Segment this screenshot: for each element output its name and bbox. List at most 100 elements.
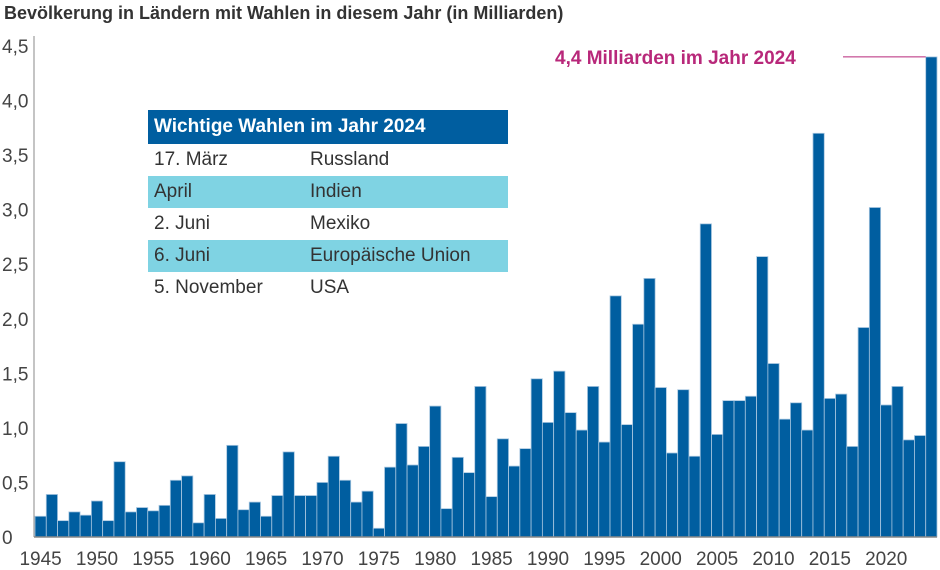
bar-1967 — [282, 451, 295, 538]
x-tick-label: 2020 — [865, 549, 907, 570]
bar-1992 — [564, 412, 577, 538]
bar-2003 — [688, 455, 701, 538]
y-tick-label: 2,5 — [2, 255, 28, 276]
bar-1953 — [124, 511, 137, 538]
date-cell: 17. März — [154, 149, 228, 170]
table-row: 2. Juni Mexiko — [148, 208, 508, 240]
bar-1960 — [203, 494, 216, 538]
bar-1954 — [136, 507, 149, 538]
table-row: 5. November USA — [148, 272, 508, 304]
bar-2024 — [925, 56, 938, 538]
bar-2023 — [914, 435, 927, 538]
bar-1986 — [496, 438, 509, 538]
bar-2002 — [677, 389, 690, 538]
x-tick-label: 1965 — [245, 549, 287, 570]
chart-title: Bevölkerung in Ländern mit Wahlen in die… — [4, 3, 564, 23]
date-cell: 2. Juni — [154, 213, 210, 234]
bar-1987 — [508, 465, 521, 538]
bar-2008 — [744, 395, 758, 538]
x-tick-label: 1960 — [189, 549, 231, 570]
table-row: 6. Juni Europäische Union — [148, 240, 508, 272]
country-cell: Indien — [310, 181, 362, 202]
country-cell: Europäische Union — [310, 245, 471, 266]
bar-1980 — [429, 405, 442, 538]
y-tick-label: 1,0 — [2, 419, 28, 440]
bar-2010 — [767, 363, 780, 538]
bar-1956 — [158, 504, 171, 538]
y-tick-label: 0,5 — [2, 473, 28, 494]
x-tick-label: 1990 — [527, 549, 569, 570]
x-tick-label: 1975 — [358, 549, 400, 570]
bar-1947 — [57, 520, 70, 538]
table-row: 17. März Russland — [148, 144, 508, 176]
y-tick-label: 4,5 — [2, 37, 28, 58]
bar-1981 — [440, 508, 453, 538]
country-cell: Russland — [310, 149, 390, 170]
country-cell: USA — [310, 277, 350, 298]
x-tick-label: 1945 — [19, 549, 61, 570]
x-tick-label: 2015 — [809, 549, 851, 570]
bar-1951 — [102, 520, 115, 538]
x-tick-label: 1970 — [301, 549, 343, 570]
bar-2021 — [891, 386, 904, 538]
bar-1972 — [339, 479, 352, 538]
bar-1963 — [237, 509, 250, 538]
x-tick-label: 2010 — [752, 549, 794, 570]
bar-2019 — [868, 207, 882, 538]
bar-1983 — [463, 472, 476, 538]
bar-2017 — [846, 446, 859, 538]
bar-1949 — [79, 514, 92, 538]
elections-table: Wichtige Wahlen im Jahr 2024 17. März Rus… — [148, 110, 508, 304]
bar-1973 — [350, 501, 363, 538]
bar-2012 — [790, 402, 803, 538]
bar-1975 — [372, 527, 385, 538]
bar-1961 — [214, 518, 228, 538]
bar-1971 — [327, 455, 340, 538]
bar-1966 — [271, 495, 284, 538]
bar-2014 — [812, 132, 825, 538]
y-tick-label: 2,0 — [2, 310, 28, 331]
bar-1969 — [305, 495, 318, 538]
bar-2011 — [778, 418, 791, 538]
date-cell: 5. November — [154, 277, 263, 298]
bar-2001 — [666, 452, 679, 538]
bar-1955 — [147, 510, 160, 538]
bar-2016 — [835, 393, 848, 538]
date-cell: April — [154, 181, 193, 202]
bar-1982 — [451, 456, 464, 538]
bar-1994 — [587, 386, 600, 538]
bar-2020 — [880, 404, 893, 538]
annotation-2024: 4,4 Milliarden im Jahr 2024 — [555, 48, 796, 69]
bar-1957 — [169, 479, 182, 538]
bar-1965 — [260, 515, 273, 538]
bar-2015 — [823, 398, 836, 538]
bar-1946 — [45, 494, 58, 538]
y-tick-label: 4,0 — [2, 92, 28, 113]
y-tick-label: 0 — [2, 528, 13, 549]
bar-1993 — [575, 429, 588, 538]
bar-2022 — [902, 439, 915, 538]
bar-1996 — [609, 295, 622, 538]
country-cell: Mexiko — [310, 213, 371, 234]
bar-1999 — [643, 278, 656, 538]
bar-2004 — [699, 223, 712, 538]
bar-1950 — [90, 500, 104, 538]
bar-1989 — [530, 378, 543, 538]
bar-1997 — [620, 424, 633, 538]
bar-1968 — [293, 495, 307, 538]
bar-1991 — [553, 370, 566, 538]
bar-1976 — [384, 466, 397, 538]
bar-2013 — [801, 429, 814, 538]
date-cell: 6. Juni — [154, 245, 210, 266]
bar-1977 — [395, 423, 408, 538]
bar-1958 — [181, 475, 194, 538]
bar-2009 — [756, 256, 769, 538]
y-tick-label: 3,5 — [2, 146, 28, 167]
bar-1945 — [34, 515, 47, 538]
table-header: Wichtige Wahlen im Jahr 2024 — [148, 110, 508, 144]
x-tick-label: 1995 — [583, 549, 625, 570]
y-tick-label: 1,5 — [2, 364, 28, 385]
bar-1970 — [316, 482, 329, 538]
x-tick-label: 1980 — [414, 549, 456, 570]
